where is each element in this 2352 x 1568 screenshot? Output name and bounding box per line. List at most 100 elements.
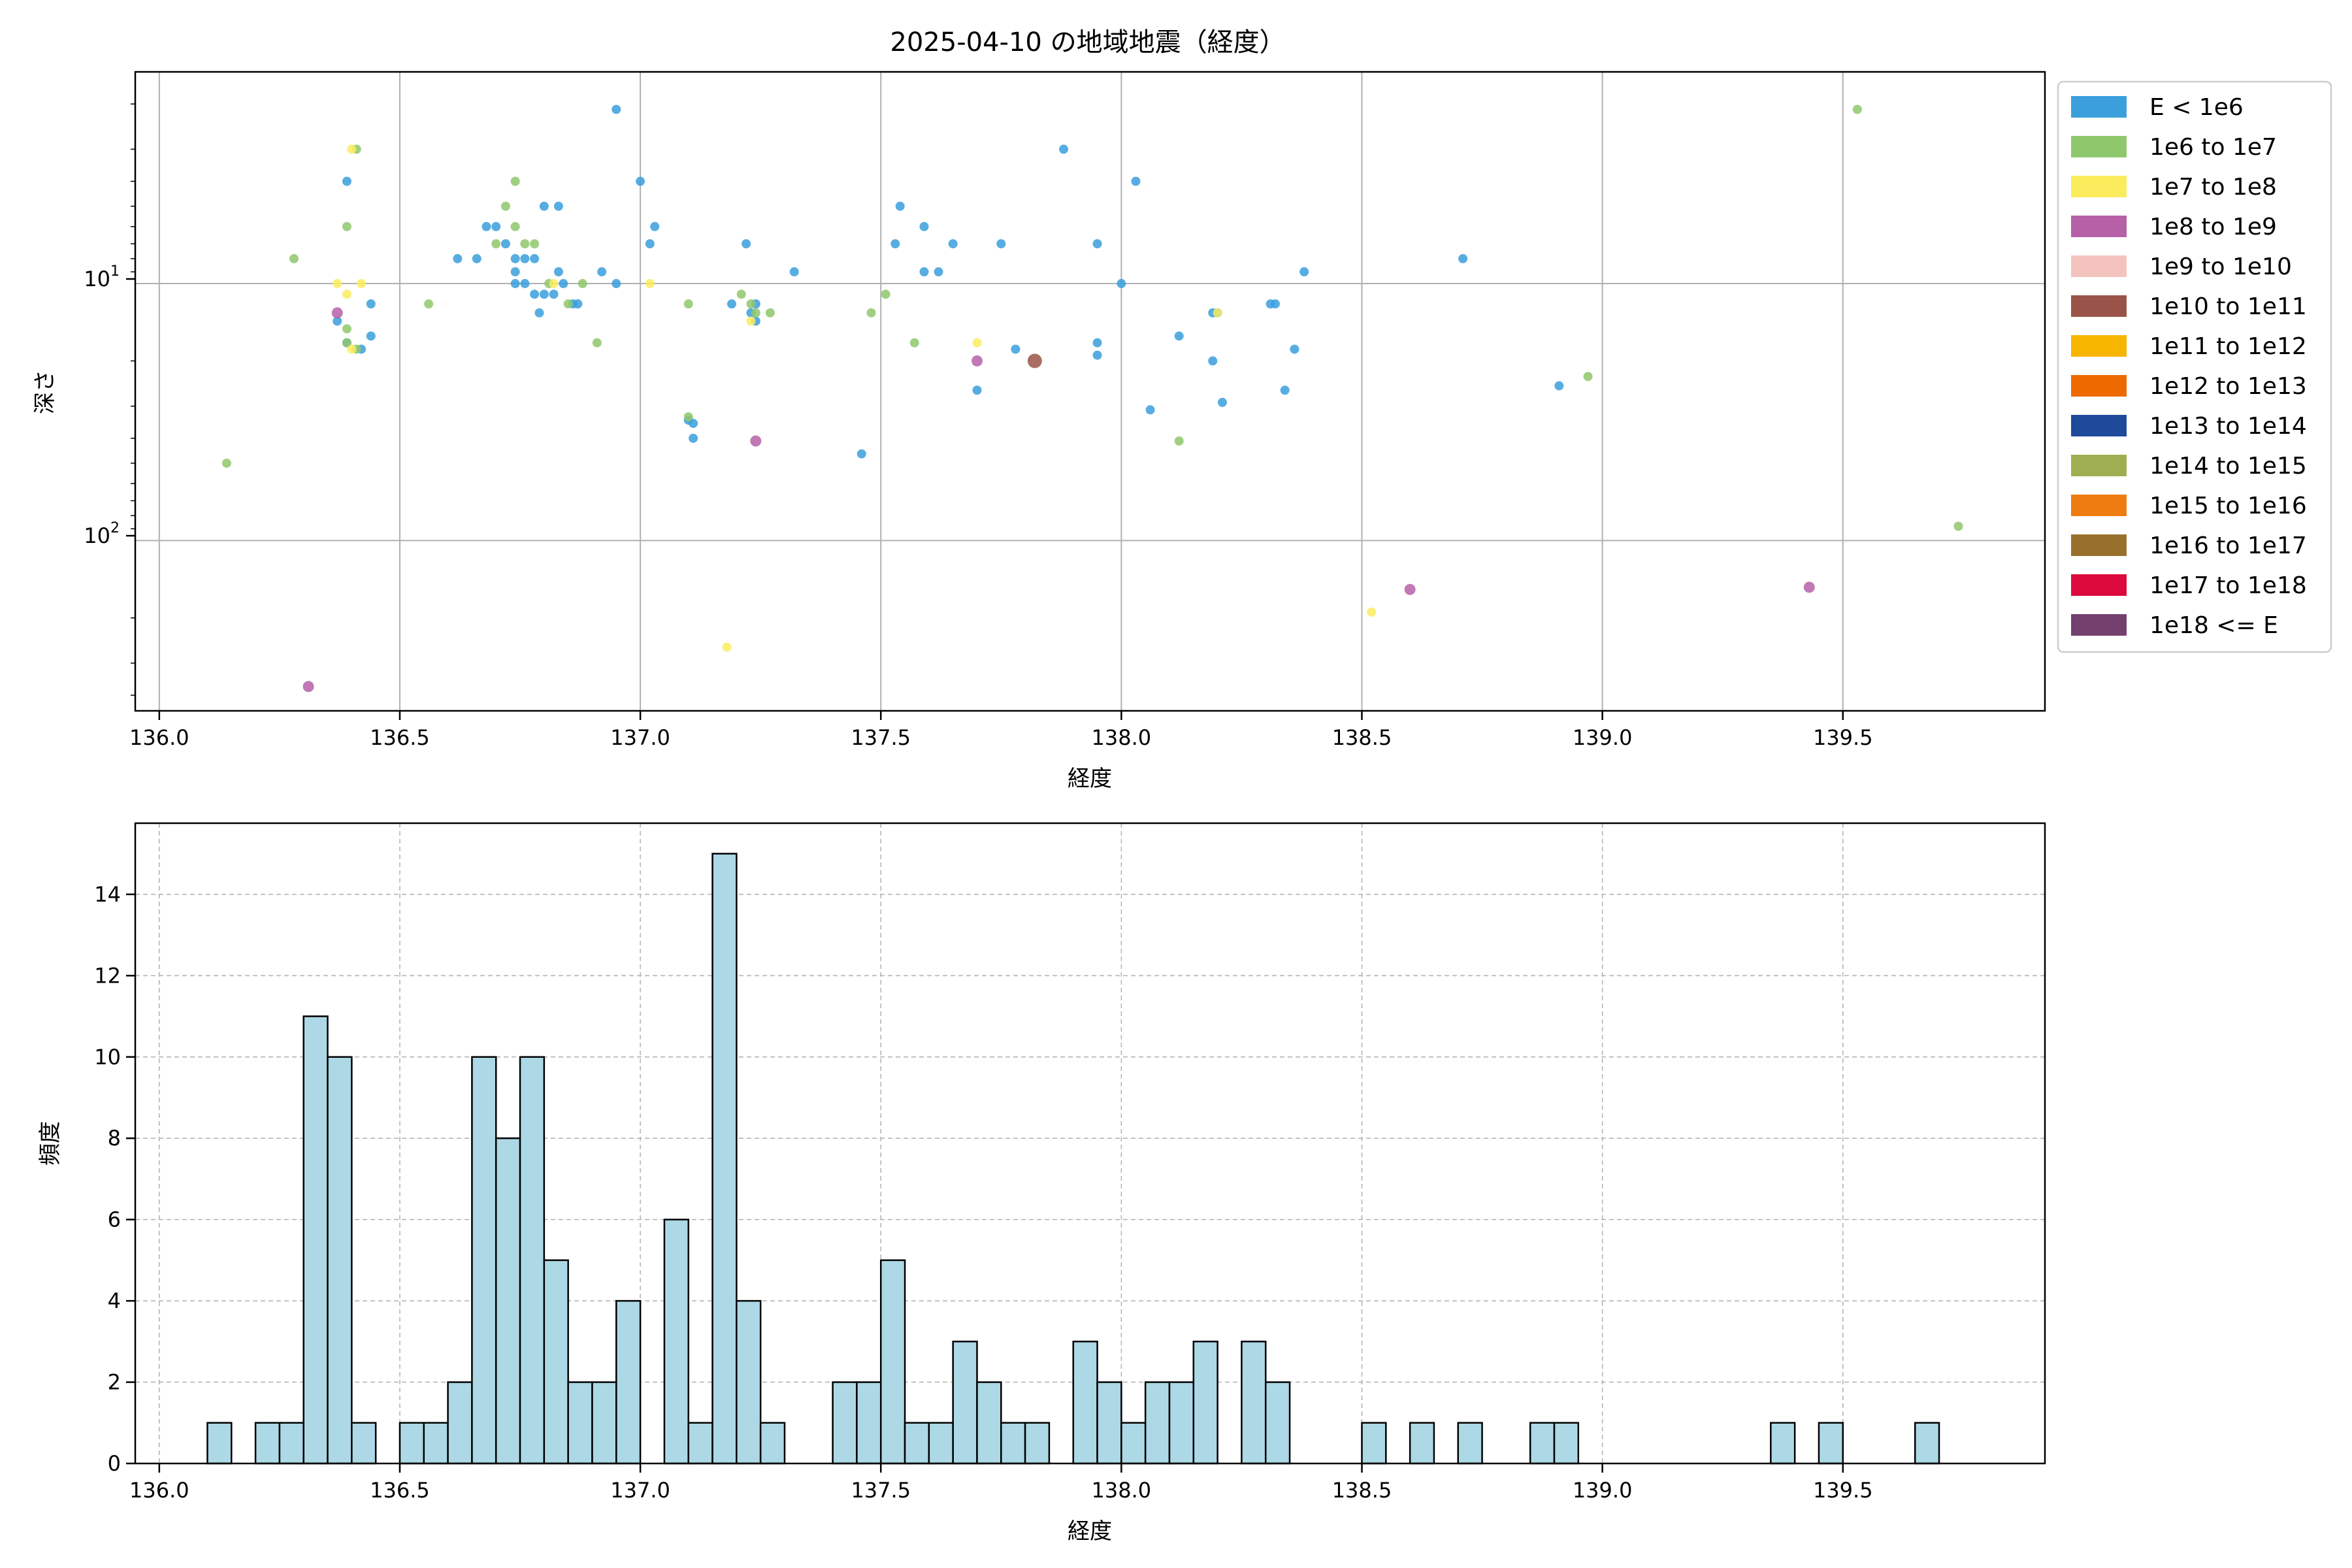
- scatter-point: [895, 201, 905, 211]
- scatter-point: [491, 239, 501, 249]
- scatter-point: [1583, 372, 1593, 382]
- histogram-bar: [952, 1341, 978, 1465]
- scatter-point: [366, 331, 376, 341]
- histogram-bar: [327, 1056, 353, 1465]
- histogram-bar: [278, 1422, 304, 1465]
- scatter-point: [424, 299, 434, 309]
- histogram-bar: [1072, 1341, 1098, 1465]
- scatter-point: [539, 201, 549, 211]
- histogram-x-tick-label: 136.5: [370, 1478, 430, 1503]
- histogram-bar: [591, 1381, 617, 1465]
- scatter-point: [1092, 350, 1102, 360]
- scatter-point: [765, 308, 775, 318]
- scatter-title: 2025-04-10 の地域地震（経度）: [890, 27, 1285, 57]
- scatter-point: [1208, 356, 1218, 366]
- legend-label: 1e14 to 1e15: [2149, 453, 2307, 480]
- legend-label: 1e13 to 1e14: [2149, 413, 2307, 440]
- scatter-point: [520, 279, 530, 289]
- scatter-grid: [135, 72, 2045, 711]
- scatter-point: [909, 338, 919, 348]
- histogram-x-tick-label: 139.0: [1573, 1478, 1633, 1503]
- histogram-x-tick-label: 137.5: [851, 1478, 911, 1503]
- legend-label: 1e12 to 1e13: [2149, 373, 2307, 400]
- scatter-points: [221, 105, 1963, 693]
- legend-items: E < 1e6 1e6 to 1e7 1e7 to 1e8 1e8 to 1e9 1e9…: [2071, 94, 2307, 639]
- scatter-x-tick-label: 139.0: [1573, 725, 1633, 750]
- histogram-x-axis-label: 経度: [1068, 1518, 1112, 1544]
- scatter-point: [996, 239, 1006, 249]
- scatter-point: [563, 299, 573, 309]
- scatter-point: [636, 176, 645, 186]
- scatter-point: [1217, 397, 1227, 407]
- scatter-point: [534, 308, 544, 318]
- scatter-point: [342, 176, 351, 186]
- histogram-bar: [1000, 1422, 1026, 1465]
- scatter-point: [612, 105, 621, 114]
- scatter-point: [722, 642, 732, 652]
- scatter-point: [1270, 299, 1280, 309]
- scatter-x-ticks: 136.0 136.5 137.0 137.5 138.0 138.5 139.0 139.5: [129, 711, 1873, 750]
- histogram-bar: [471, 1056, 497, 1465]
- histogram-bar: [1096, 1381, 1122, 1465]
- histogram-bar: [663, 1218, 689, 1465]
- scatter-point: [482, 221, 491, 231]
- scatter-point: [1213, 308, 1222, 318]
- scatter-point: [1554, 381, 1564, 391]
- scatter-point: [1404, 583, 1416, 595]
- scatter-point: [1953, 521, 1963, 531]
- histogram-y-tick-label: 14: [94, 882, 121, 907]
- histogram-bar: [447, 1381, 473, 1465]
- scatter-point: [857, 449, 866, 459]
- legend-label: 1e9 to 1e10: [2149, 253, 2292, 280]
- scatter-point: [683, 412, 693, 421]
- legend-swatch: [2071, 335, 2127, 357]
- histogram-bar: [832, 1381, 858, 1465]
- scatter-point: [1367, 607, 1377, 617]
- histogram-y-tick-label: 8: [108, 1126, 121, 1151]
- scatter-point: [347, 344, 357, 354]
- histogram-x-tick-label: 138.5: [1332, 1478, 1392, 1503]
- scatter-point: [1280, 385, 1290, 395]
- scatter-point: [645, 279, 655, 289]
- scatter-point: [972, 385, 982, 395]
- histogram-plot-frame: [134, 822, 2046, 1465]
- scatter-point: [866, 308, 876, 318]
- scatter-x-tick-label: 136.5: [370, 725, 430, 750]
- histogram-bar: [495, 1137, 521, 1465]
- scatter-point: [746, 316, 756, 326]
- histogram-y-axis-label: 頻度: [37, 1121, 63, 1166]
- legend-swatch: [2071, 534, 2127, 556]
- scatter-point: [650, 221, 660, 231]
- scatter-point: [553, 201, 563, 211]
- scatter-y-tick-label-10: 101: [84, 263, 120, 291]
- scatter-point: [919, 221, 929, 231]
- scatter-point: [530, 239, 540, 249]
- histogram-bar: [759, 1422, 786, 1465]
- scatter-point: [736, 289, 746, 299]
- scatter-legend: E < 1e6 1e6 to 1e7 1e7 to 1e8 1e8 to 1e9 1e9…: [2057, 80, 2332, 653]
- scatter-plot-frame: [134, 71, 2046, 712]
- legend-swatch: [2071, 415, 2127, 436]
- scatter-point: [1131, 176, 1141, 186]
- scatter-point: [549, 279, 559, 289]
- scatter-point: [948, 239, 958, 249]
- scatter-point: [597, 267, 607, 277]
- scatter-point: [1299, 267, 1309, 277]
- histogram-bar: [423, 1422, 449, 1465]
- scatter-point: [573, 299, 583, 309]
- histogram-bar: [976, 1381, 1002, 1465]
- scatter-point: [342, 289, 351, 299]
- scatter-point: [500, 239, 510, 249]
- scatter-point: [689, 433, 698, 443]
- scatter-x-tick-label: 139.5: [1813, 725, 1873, 750]
- scatter-point: [881, 289, 890, 299]
- legend-label: 1e11 to 1e12: [2149, 333, 2307, 360]
- legend-swatch: [2071, 96, 2127, 118]
- histogram-bar: [856, 1381, 882, 1465]
- legend-label: E < 1e6: [2149, 94, 2244, 121]
- histogram-bar: [1241, 1341, 1267, 1465]
- scatter-point: [520, 253, 530, 263]
- histogram-bar: [543, 1259, 569, 1465]
- histogram-bar: [1264, 1381, 1291, 1465]
- scatter-point: [890, 239, 900, 249]
